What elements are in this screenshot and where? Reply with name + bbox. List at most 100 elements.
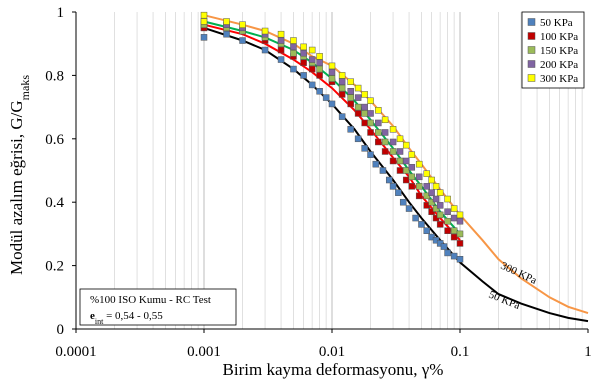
data-point (354, 94, 362, 101)
legend-swatch (527, 74, 536, 82)
legend-label: 150 KPa (540, 45, 578, 57)
data-point (450, 252, 458, 260)
data-point (338, 84, 346, 92)
x-tick-label: 0.0001 (55, 344, 96, 360)
data-point (316, 72, 323, 79)
data-point (415, 173, 423, 181)
legend-swatch (527, 32, 536, 40)
data-point (381, 148, 389, 155)
data-point (408, 183, 416, 190)
y-tick-label: 0 (57, 322, 65, 338)
data-points (200, 11, 464, 263)
axes (72, 11, 589, 333)
data-point (402, 141, 410, 149)
data-point (316, 53, 323, 60)
data-point (450, 233, 458, 241)
data-point (375, 119, 382, 127)
data-point (415, 192, 423, 200)
test-info-line2: eint = 0,54 - 0,55 (90, 310, 163, 326)
data-point (423, 170, 431, 177)
data-point (389, 183, 397, 190)
data-point (277, 46, 285, 54)
data-point (402, 157, 410, 165)
data-point (347, 78, 354, 85)
data-point (328, 62, 336, 70)
data-point (239, 21, 246, 28)
data-point (200, 18, 208, 25)
test-info-line1: %100 ISO Kumu - RC Test (90, 294, 211, 306)
data-point (408, 164, 416, 171)
data-point (361, 103, 368, 111)
data-point (290, 65, 297, 73)
y-axis-label-sub: maks (18, 75, 32, 101)
legend-label: 300 KPa (540, 73, 578, 85)
test-info-e: e (90, 310, 95, 322)
data-point (423, 183, 431, 190)
data-point (444, 227, 451, 234)
data-point (444, 249, 451, 257)
data-point (367, 110, 374, 117)
data-point (402, 176, 410, 184)
data-point (308, 65, 316, 73)
data-point (300, 72, 307, 79)
data-point (347, 100, 354, 108)
data-point (444, 195, 451, 203)
data-point (436, 202, 444, 209)
curve-label-300kpa: 300 KPa (499, 260, 539, 287)
data-point (408, 173, 416, 181)
x-tick-labels: 0.0001 0.001 0.01 0.1 1 (55, 344, 591, 360)
data-point (436, 211, 444, 219)
data-point (367, 97, 374, 105)
y-tick-label: 0.6 (45, 132, 64, 148)
data-point (338, 78, 346, 85)
data-point (361, 119, 368, 127)
data-point (399, 198, 407, 206)
data-point (396, 135, 404, 143)
data-point (432, 183, 440, 190)
y-tick-label: 0.8 (45, 68, 64, 84)
test-info-e-range: = 0,54 - 0,55 (103, 310, 163, 322)
x-tick-label: 0.1 (451, 344, 470, 360)
data-point (200, 34, 208, 41)
data-point (277, 37, 285, 44)
data-point (405, 205, 413, 212)
data-point (436, 221, 444, 228)
data-point (456, 211, 464, 219)
y-tick-label: 0.2 (45, 259, 64, 275)
data-point (347, 88, 354, 95)
data-point (418, 221, 425, 228)
data-point (200, 11, 208, 19)
data-point (300, 43, 307, 51)
x-axis-label: Birim kayma deformasyonu, γ% (223, 360, 444, 379)
y-axis-label-main: Modül azalım eğrisi, G/G (7, 100, 26, 275)
x-tick-label: 0.001 (187, 344, 221, 360)
data-point (328, 68, 336, 76)
data-point (395, 189, 402, 196)
x-tick-label: 0.01 (319, 344, 345, 360)
data-point (239, 37, 246, 44)
data-point (328, 75, 336, 82)
data-point (456, 217, 464, 225)
data-point (290, 49, 297, 57)
data-point (389, 157, 397, 165)
test-info-e-sub: int (95, 317, 104, 326)
data-point (290, 37, 297, 44)
data-point (261, 46, 269, 54)
data-point (389, 148, 397, 155)
legend-swatch (527, 46, 536, 54)
data-point (381, 116, 389, 124)
data-point (415, 160, 423, 168)
data-point (322, 94, 330, 101)
data-point (396, 157, 404, 165)
data-point (347, 126, 354, 133)
legend: 50 KPa 100 KPa 150 KPa 200 KPa 300 KPa (521, 11, 585, 89)
test-info-box: %100 ISO Kumu - RC Test eint = 0,54 - 0,… (79, 288, 237, 326)
data-point (300, 59, 307, 66)
data-point (381, 129, 389, 136)
data-point (277, 56, 285, 63)
data-point (415, 183, 423, 190)
data-point (347, 94, 354, 101)
data-point (450, 227, 458, 234)
legend-label: 50 KPa (540, 17, 573, 29)
